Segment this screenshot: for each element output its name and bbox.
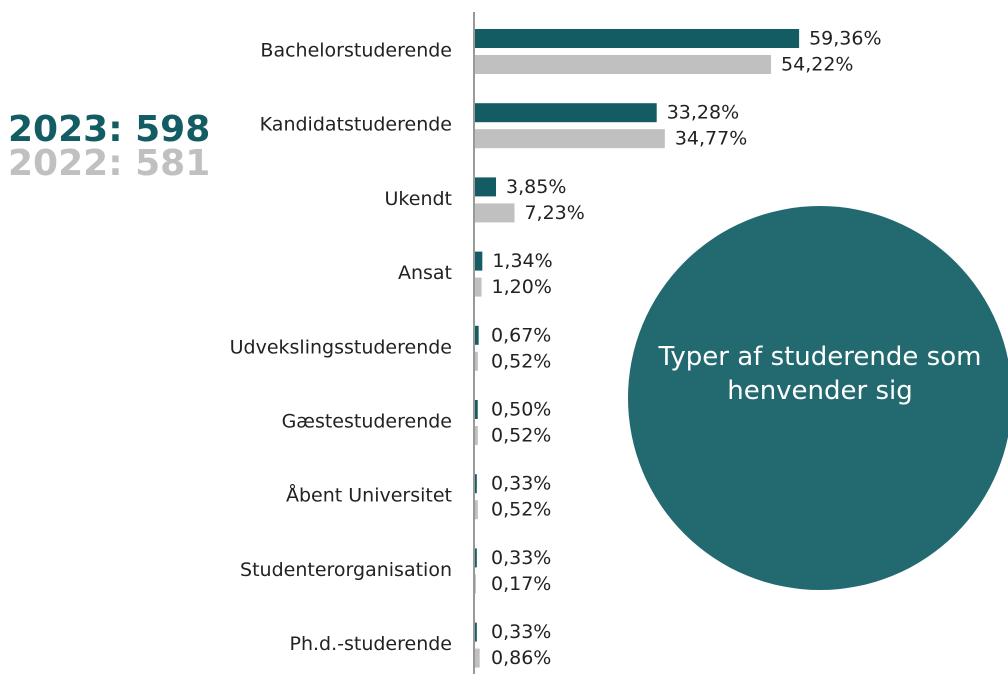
bar bbox=[475, 203, 515, 223]
category-label: Ukendt bbox=[385, 188, 452, 210]
category-label: Ph.d.-studerende bbox=[289, 633, 452, 655]
bar bbox=[475, 400, 478, 419]
bar bbox=[475, 103, 657, 123]
bar bbox=[475, 648, 480, 668]
bar bbox=[475, 325, 479, 345]
value-label: 0,33% bbox=[491, 621, 551, 643]
bar bbox=[475, 474, 477, 494]
bar bbox=[475, 548, 477, 568]
bar bbox=[475, 129, 665, 149]
value-label: 0,17% bbox=[491, 573, 551, 595]
legend-label: 2022: 581 bbox=[8, 143, 210, 184]
value-label: 3,85% bbox=[506, 176, 566, 198]
bar bbox=[475, 277, 482, 297]
value-label: 1,20% bbox=[492, 276, 552, 298]
bar bbox=[475, 622, 477, 642]
category-label: Kandidatstuderende bbox=[260, 114, 452, 136]
value-label: 0,86% bbox=[491, 647, 551, 669]
value-label: 0,33% bbox=[491, 473, 551, 495]
value-label: 59,36% bbox=[809, 28, 881, 50]
bar bbox=[475, 55, 772, 74]
category-label: Studenterorganisation bbox=[240, 559, 452, 581]
value-label: 0,52% bbox=[491, 350, 551, 372]
title-circle bbox=[628, 206, 1008, 590]
value-label: 1,34% bbox=[492, 250, 552, 272]
value-label: 33,28% bbox=[667, 102, 739, 124]
bar bbox=[475, 251, 483, 271]
bar bbox=[475, 574, 476, 594]
value-label: 0,50% bbox=[491, 399, 551, 421]
bar bbox=[475, 29, 800, 48]
legend-label: 2023: 598 bbox=[8, 109, 210, 150]
value-label: 54,22% bbox=[781, 54, 853, 76]
bar bbox=[475, 500, 478, 520]
bar bbox=[475, 351, 478, 371]
category-label: Åbent Universitet bbox=[286, 484, 452, 507]
value-label: 7,23% bbox=[524, 202, 584, 224]
bar bbox=[475, 177, 497, 197]
category-label: Ansat bbox=[398, 262, 452, 284]
category-label: Udvekslingsstuderende bbox=[230, 336, 452, 358]
category-label: Gæstestuderende bbox=[282, 411, 452, 433]
value-label: 34,77% bbox=[675, 128, 747, 150]
value-label: 0,67% bbox=[491, 324, 551, 346]
value-label: 0,52% bbox=[491, 499, 551, 521]
value-label: 0,52% bbox=[491, 425, 551, 447]
bar bbox=[475, 426, 478, 445]
category-label: Bachelorstuderende bbox=[260, 40, 452, 62]
chart-title: Typer af studerende som henvender sig bbox=[658, 342, 982, 406]
value-label: 0,33% bbox=[491, 547, 551, 569]
